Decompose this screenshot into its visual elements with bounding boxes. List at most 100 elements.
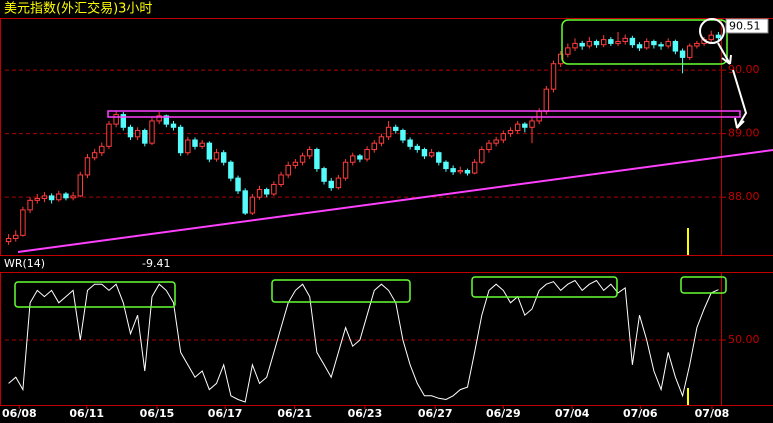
candle-body [34, 197, 40, 201]
candle-body [170, 123, 177, 128]
candle-body [357, 155, 363, 160]
candle-body [127, 126, 134, 138]
candle-body [91, 152, 98, 159]
candle-body [572, 42, 578, 49]
arrow [717, 42, 748, 129]
candle-body [235, 177, 241, 192]
candle-body [242, 190, 248, 214]
candle-body [679, 50, 686, 58]
last-price: 90.51 [729, 20, 761, 33]
y-tick-label: 50.00 [728, 333, 760, 346]
candle-body [335, 177, 342, 189]
chart-title: 美元指数(外汇交易)3小时 [4, 1, 152, 17]
candle-body [672, 41, 679, 52]
candle-body [314, 149, 320, 170]
candle-body [371, 142, 377, 151]
x-tick-label: 06/08 [2, 407, 37, 420]
candle-body [687, 45, 693, 58]
candle-body [20, 209, 26, 236]
candle-body [385, 126, 392, 138]
candle-body [400, 129, 406, 141]
candle-body [715, 34, 722, 39]
candle-body [48, 195, 55, 201]
candle-body [113, 114, 119, 125]
x-tick-label: 06/11 [69, 407, 104, 420]
y-tick-label: 88.00 [728, 190, 760, 203]
candle-body [522, 123, 528, 128]
last-price-box [725, 18, 769, 34]
candle-body [464, 169, 471, 174]
candle-body [350, 155, 356, 163]
candle-body [163, 115, 170, 125]
candle-body [651, 41, 657, 46]
candle-body [299, 155, 306, 163]
candle-body [615, 41, 621, 44]
candle-body [292, 161, 299, 166]
candle-body [565, 47, 571, 55]
x-tick-label: 07/08 [695, 407, 730, 420]
highlight-box [561, 19, 728, 65]
x-tick-label: 06/15 [140, 407, 175, 420]
candle-body [364, 149, 370, 160]
highlight-box [14, 281, 176, 308]
indicator-line [8, 279, 719, 403]
x-tick-label: 06/21 [277, 407, 312, 420]
candle-body [514, 123, 521, 131]
candle-body [708, 34, 714, 41]
candle-body [557, 53, 564, 65]
marker [687, 228, 689, 255]
trend-line [17, 149, 773, 253]
candle-body [285, 164, 291, 176]
candle-body [536, 110, 542, 122]
candle-body [256, 189, 263, 198]
indicator-frame [0, 272, 722, 406]
candle-body [665, 41, 671, 47]
candle-body [636, 44, 643, 49]
marker [687, 388, 689, 405]
highlight-box [680, 276, 727, 294]
candle-body [486, 142, 492, 151]
candle-body [529, 120, 535, 128]
indicator-value: -9.41 [142, 257, 170, 270]
y-tick-label: 90.00 [728, 63, 760, 76]
candle-body [443, 161, 449, 170]
candle-body [142, 129, 148, 144]
x-tick-label: 07/04 [555, 407, 590, 420]
candle-body [271, 183, 277, 195]
candle-body [249, 196, 256, 214]
candle-body [134, 129, 141, 138]
candle-body [321, 168, 327, 182]
candle-body [407, 139, 413, 147]
x-tick-label: 06/29 [486, 407, 521, 420]
candle-body [378, 136, 385, 144]
x-tick-label: 07/06 [623, 407, 658, 420]
candle-body [77, 174, 84, 197]
x-tick-label: 06/23 [348, 407, 383, 420]
candle-body [479, 149, 485, 163]
candle-body [493, 139, 499, 144]
candle-body [70, 195, 76, 199]
candle-body [206, 142, 213, 160]
x-tick-label: 06/27 [418, 407, 453, 420]
candle-body [543, 88, 550, 112]
candle-body [106, 123, 112, 147]
candle-body [586, 41, 593, 47]
candle-body [156, 115, 162, 122]
candle-body [608, 39, 614, 44]
plot-layer: 88.00 89.00 90.00 50.00 06/08 06/11 06/15 06/17… [2, 30, 760, 420]
candle-body [457, 169, 464, 173]
candle-body [658, 44, 664, 47]
main-frame [0, 18, 722, 256]
y-tick-label: 89.00 [728, 127, 760, 140]
candle-body [328, 180, 334, 189]
candle-body [56, 193, 62, 201]
candle-body [643, 41, 650, 49]
candle-body [99, 145, 105, 154]
candle-body [593, 41, 600, 46]
candle-body [263, 189, 270, 195]
highlight-box [471, 276, 618, 298]
candle-body [177, 126, 184, 154]
candle-body [579, 42, 585, 47]
